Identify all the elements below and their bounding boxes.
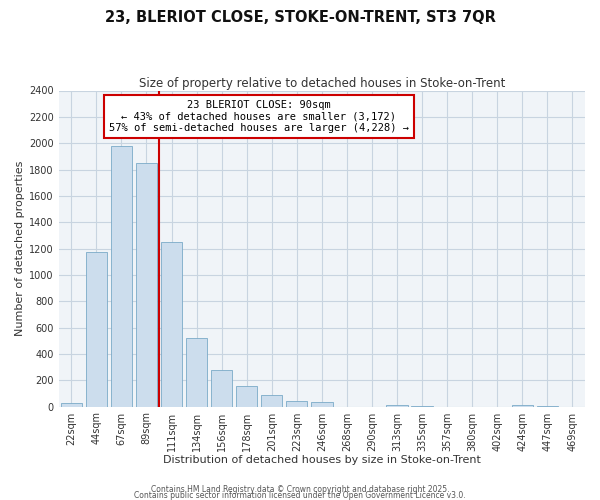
Bar	[186, 338, 207, 406]
Y-axis label: Number of detached properties: Number of detached properties	[15, 161, 25, 336]
Bar	[86, 252, 107, 406]
Bar	[311, 402, 332, 406]
Bar	[136, 163, 157, 406]
Bar	[211, 370, 232, 406]
Text: Contains HM Land Registry data © Crown copyright and database right 2025.: Contains HM Land Registry data © Crown c…	[151, 484, 449, 494]
Text: Contains public sector information licensed under the Open Government Licence v3: Contains public sector information licen…	[134, 490, 466, 500]
Title: Size of property relative to detached houses in Stoke-on-Trent: Size of property relative to detached ho…	[139, 78, 505, 90]
Text: 23 BLERIOT CLOSE: 90sqm
← 43% of detached houses are smaller (3,172)
57% of semi: 23 BLERIOT CLOSE: 90sqm ← 43% of detache…	[109, 100, 409, 133]
Bar	[386, 404, 408, 406]
X-axis label: Distribution of detached houses by size in Stoke-on-Trent: Distribution of detached houses by size …	[163, 455, 481, 465]
Text: 23, BLERIOT CLOSE, STOKE-ON-TRENT, ST3 7QR: 23, BLERIOT CLOSE, STOKE-ON-TRENT, ST3 7…	[104, 10, 496, 25]
Bar	[286, 400, 307, 406]
Bar	[61, 404, 82, 406]
Bar	[261, 396, 283, 406]
Bar	[236, 386, 257, 406]
Bar	[111, 146, 132, 406]
Bar	[161, 242, 182, 406]
